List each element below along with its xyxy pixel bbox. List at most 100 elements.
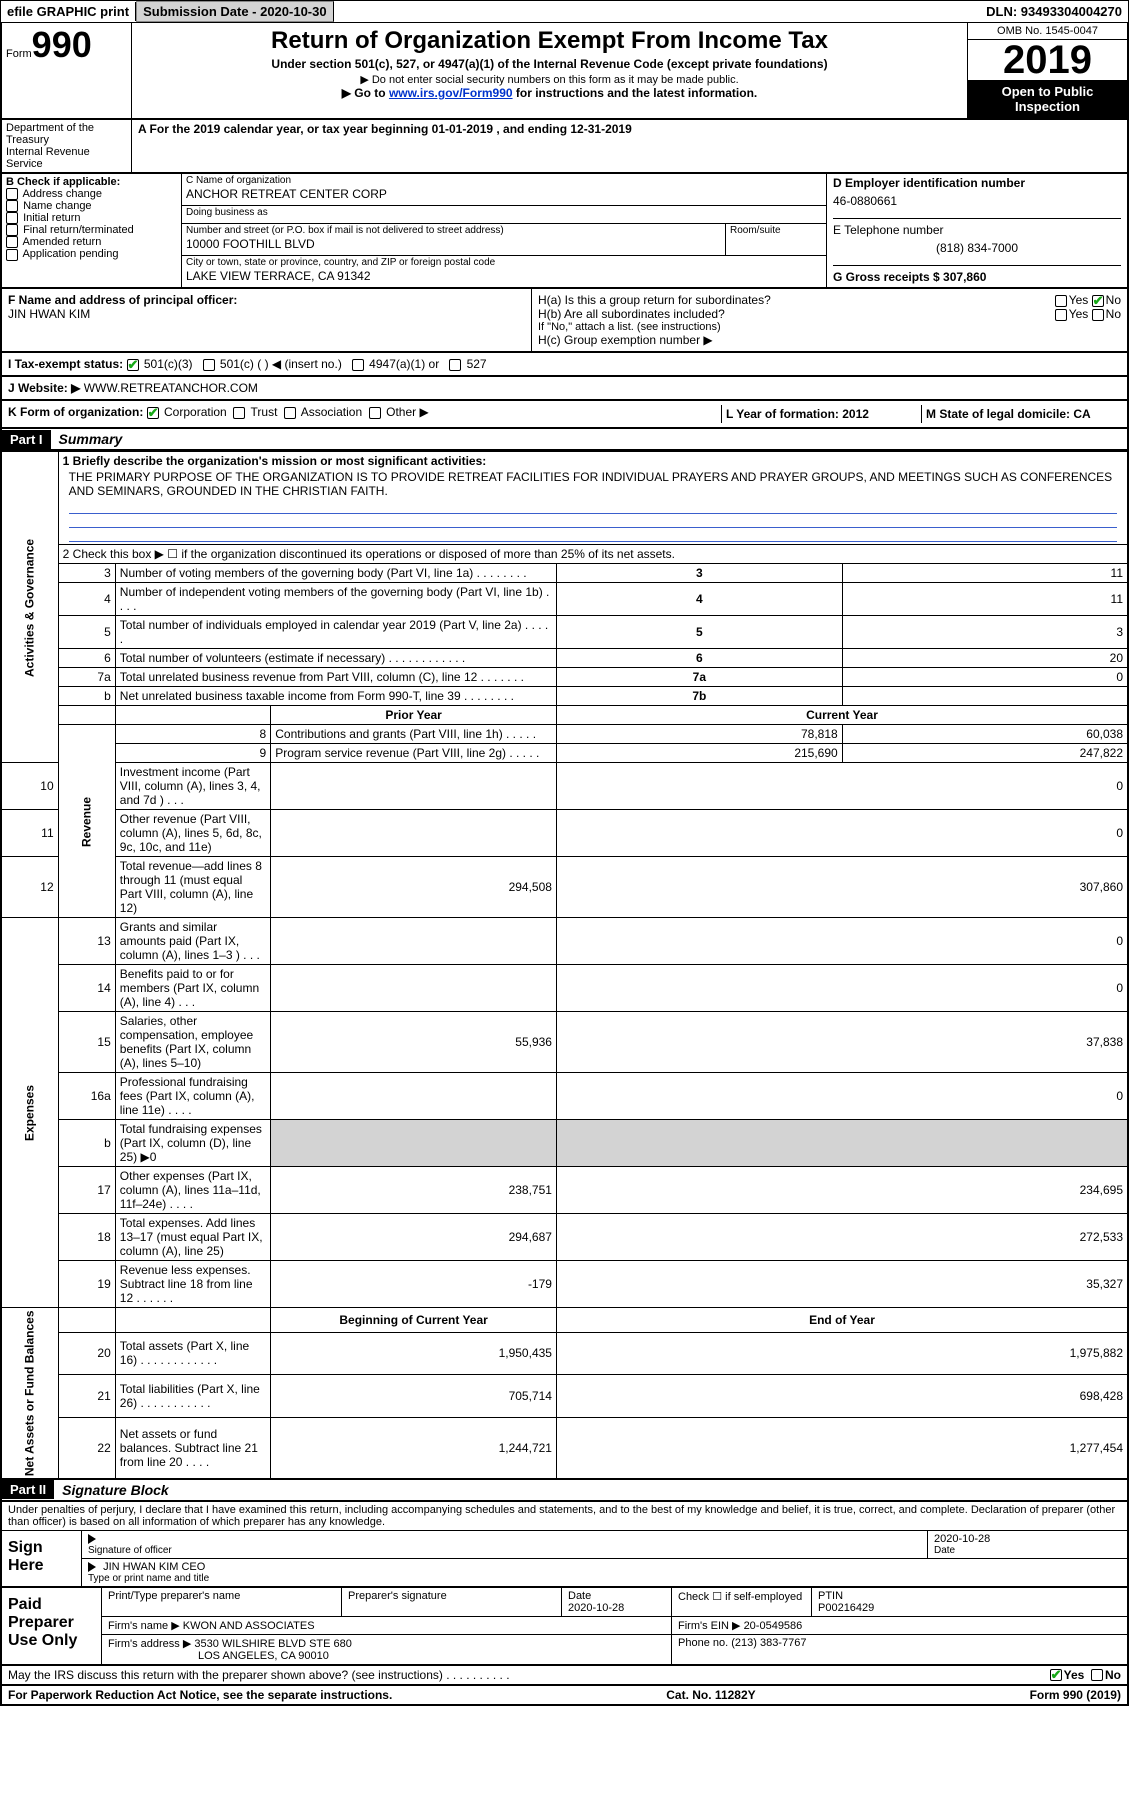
cb-name-change[interactable] bbox=[6, 200, 18, 212]
footer-right: Form 990 (2019) bbox=[1030, 1688, 1121, 1702]
ein-value: 46-0880661 bbox=[833, 190, 1121, 212]
firm-address: Firm's address ▶ 3530 WILSHIRE BLVD STE … bbox=[102, 1635, 672, 1664]
footer-mid: Cat. No. 11282Y bbox=[666, 1688, 755, 1702]
exp16b-curr bbox=[556, 1120, 1128, 1167]
website-url: WWW.RETREATANCHOR.COM bbox=[84, 381, 258, 395]
cb-501c[interactable] bbox=[203, 359, 215, 371]
cb-assoc[interactable] bbox=[284, 407, 296, 419]
dept-treasury: Department of the Treasury Internal Reve… bbox=[2, 120, 132, 172]
cb-app-pending[interactable] bbox=[6, 249, 18, 261]
prep-self-employed: Check ☐ if self-employed bbox=[672, 1588, 812, 1616]
curr-year-hdr: Current Year bbox=[556, 706, 1128, 725]
cb-ha-no[interactable] bbox=[1092, 295, 1104, 307]
irs-discuss-q: May the IRS discuss this return with the… bbox=[8, 1668, 1050, 1682]
rev12-prior: 294,508 bbox=[271, 857, 557, 918]
cb-hb-yes[interactable] bbox=[1055, 309, 1067, 321]
j-website: J Website: ▶ WWW.RETREATANCHOR.COM bbox=[0, 377, 1129, 401]
firm-phone: Phone no. (213) 383-7767 bbox=[672, 1635, 1127, 1664]
part1-bar: Part I Summary bbox=[0, 429, 1129, 451]
declaration-text: Under penalties of perjury, I declare th… bbox=[2, 1502, 1127, 1530]
exp18-prior: 294,687 bbox=[271, 1214, 557, 1261]
dba-label: Doing business as bbox=[182, 206, 826, 219]
k-block: K Form of organization: Corporation Trus… bbox=[0, 401, 1129, 429]
note-link: ▶ Go to www.irs.gov/Form990 for instruct… bbox=[136, 86, 963, 100]
city-state-zip: LAKE VIEW TERRACE, CA 91342 bbox=[182, 269, 826, 287]
cb-527[interactable] bbox=[449, 359, 461, 371]
part2-name: Signature Block bbox=[54, 1480, 177, 1500]
tax-year: 2019 bbox=[968, 40, 1127, 80]
triangle-icon bbox=[88, 1562, 96, 1572]
prior-year-hdr: Prior Year bbox=[271, 706, 557, 725]
part2-bar: Part II Signature Block bbox=[0, 1480, 1129, 1502]
footer-left: For Paperwork Reduction Act Notice, see … bbox=[8, 1688, 392, 1702]
side-activities: Activities & Governance bbox=[1, 452, 58, 763]
exp13-curr: 0 bbox=[556, 918, 1128, 965]
sig-date-caption: Date bbox=[934, 1545, 1121, 1556]
officer-name: JIN HWAN KIM bbox=[8, 307, 90, 321]
cb-501c3[interactable] bbox=[127, 359, 139, 371]
rev8-prior: 78,818 bbox=[556, 725, 842, 744]
beg-year-hdr: Beginning of Current Year bbox=[271, 1308, 557, 1333]
form-number: 990 bbox=[32, 24, 92, 65]
f-officer: F Name and address of principal officer:… bbox=[2, 289, 532, 351]
fh-block: F Name and address of principal officer:… bbox=[0, 289, 1129, 353]
d-block: D Employer identification number 46-0880… bbox=[827, 174, 1127, 287]
summary-table: Activities & Governance 1 Briefly descri… bbox=[0, 451, 1129, 1480]
cb-4947[interactable] bbox=[352, 359, 364, 371]
exp19-prior: -179 bbox=[271, 1261, 557, 1308]
l-year-formation: L Year of formation: 2012 bbox=[721, 405, 921, 423]
net21-end: 698,428 bbox=[556, 1375, 1128, 1418]
side-expenses: Expenses bbox=[1, 918, 58, 1308]
cb-irs-yes[interactable] bbox=[1050, 1669, 1062, 1681]
sig-date: 2020-10-28 bbox=[934, 1533, 990, 1545]
prep-ptin: PTINP00216429 bbox=[812, 1588, 1127, 1616]
irs-link[interactable]: www.irs.gov/Form990 bbox=[389, 86, 513, 100]
cb-ha-yes[interactable] bbox=[1055, 295, 1067, 307]
end-year-hdr: End of Year bbox=[556, 1308, 1128, 1333]
cb-hb-no[interactable] bbox=[1092, 309, 1104, 321]
val-7b bbox=[842, 687, 1128, 706]
prep-date: Date2020-10-28 bbox=[562, 1588, 672, 1616]
footer: For Paperwork Reduction Act Notice, see … bbox=[0, 1686, 1129, 1706]
irs-discuss-row: May the IRS discuss this return with the… bbox=[0, 1666, 1129, 1686]
b-checks: B Check if applicable: Address change Na… bbox=[2, 174, 182, 287]
exp13-prior bbox=[271, 918, 557, 965]
cb-amended[interactable] bbox=[6, 236, 18, 248]
hb-question: H(b) Are all subordinates included? bbox=[538, 307, 1055, 321]
ha-question: H(a) Is this a group return for subordin… bbox=[538, 293, 1055, 307]
phone-label: E Telephone number bbox=[833, 223, 1121, 237]
rev10-prior bbox=[271, 763, 557, 810]
cb-irs-no[interactable] bbox=[1091, 1669, 1103, 1681]
dept-row: Department of the Treasury Internal Reve… bbox=[0, 120, 1129, 174]
net22-beg: 1,244,721 bbox=[271, 1417, 557, 1478]
m-state-domicile: M State of legal domicile: CA bbox=[921, 405, 1121, 423]
exp16b-prior bbox=[271, 1120, 557, 1167]
exp14-prior bbox=[271, 965, 557, 1012]
cb-corp[interactable] bbox=[147, 407, 159, 419]
rev9-curr: 247,822 bbox=[842, 744, 1128, 763]
cb-initial-return[interactable] bbox=[6, 212, 18, 224]
exp16a-curr: 0 bbox=[556, 1073, 1128, 1120]
net22-end: 1,277,454 bbox=[556, 1417, 1128, 1478]
exp15-curr: 37,838 bbox=[556, 1012, 1128, 1073]
room-label: Room/suite bbox=[726, 224, 826, 237]
note-ssn: ▶ Do not enter social security numbers o… bbox=[136, 73, 963, 86]
hb-note: If "No," attach a list. (see instruction… bbox=[538, 321, 1121, 333]
triangle-icon bbox=[88, 1534, 96, 1544]
cb-final-return[interactable] bbox=[6, 224, 18, 236]
open-to-public: Open to Public Inspection bbox=[968, 80, 1127, 118]
cb-other[interactable] bbox=[369, 407, 381, 419]
type-name-caption: Type or print name and title bbox=[88, 1573, 1121, 1584]
phone-value: (818) 834-7000 bbox=[833, 237, 1121, 259]
mission-text: THE PRIMARY PURPOSE OF THE ORGANIZATION … bbox=[63, 468, 1123, 500]
cb-trust[interactable] bbox=[233, 407, 245, 419]
val-3: 11 bbox=[842, 564, 1128, 583]
submission-date: Submission Date - 2020-10-30 bbox=[136, 1, 334, 22]
cb-address-change[interactable] bbox=[6, 188, 18, 200]
net20-beg: 1,950,435 bbox=[271, 1332, 557, 1375]
form-title: Return of Organization Exempt From Incom… bbox=[136, 27, 963, 55]
line2: 2 Check this box ▶ ☐ if the organization… bbox=[58, 545, 1128, 564]
info-block: B Check if applicable: Address change Na… bbox=[0, 174, 1129, 289]
org-name: ANCHOR RETREAT CENTER CORP bbox=[182, 187, 826, 205]
year-box: OMB No. 1545-0047 2019 Open to Public In… bbox=[967, 23, 1127, 118]
